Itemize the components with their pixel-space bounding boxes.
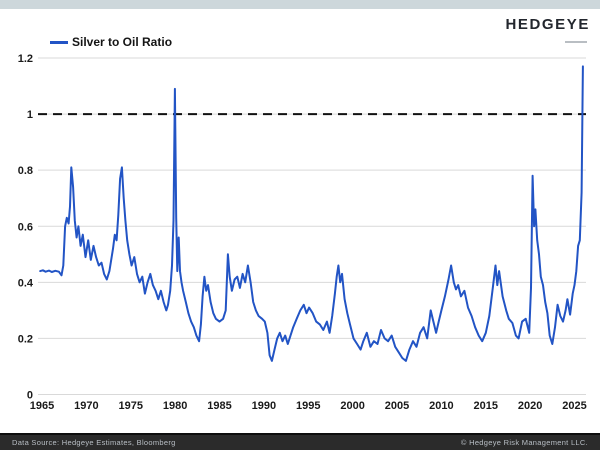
x-axis-tick-label: 2005 — [385, 400, 409, 412]
footer-bar: Data Source: Hedgeye Estimates, Bloomber… — [0, 433, 600, 450]
legend-series-label: Silver to Oil Ratio — [72, 35, 173, 49]
x-axis-tick-label: 1990 — [252, 400, 276, 412]
x-axis-tick-label: 2025 — [562, 400, 586, 412]
y-axis-tick-label: 1.2 — [18, 53, 33, 65]
footer-copyright: © Hedgeye Risk Management LLC. — [460, 438, 588, 447]
y-axis-tick-label: 1 — [27, 109, 33, 121]
x-axis-tick-label: 2010 — [429, 400, 453, 412]
silver-oil-ratio-chart: 0 0.2 0.4 0.6 0.8 1 1.2 1965 1970 1975 1980 1985 199… — [18, 53, 587, 412]
x-axis-tick-label: 2015 — [474, 400, 498, 412]
hedgeye-logo-underline — [565, 41, 587, 43]
x-axis-tick-label: 1965 — [30, 400, 54, 412]
legend-line-swatch — [50, 40, 68, 44]
x-axis-tick-label: 2020 — [518, 400, 542, 412]
y-axis-tick-label: 0.6 — [18, 221, 33, 233]
x-axis-tick-label: 1980 — [163, 400, 187, 412]
x-axis-tick-label: 1975 — [119, 400, 143, 412]
x-axis-tick-label: 1985 — [207, 400, 231, 412]
silver-to-oil-ratio-line — [39, 65, 584, 362]
y-axis-tick-label: 0.2 — [18, 333, 33, 345]
x-axis-tick-label: 1995 — [296, 400, 320, 412]
y-axis-tick-label: 0.4 — [18, 277, 34, 289]
y-axis-tick-label: 0.8 — [18, 165, 33, 177]
footer-data-source: Data Source: Hedgeye Estimates, Bloomber… — [12, 438, 176, 447]
y-axis-tick-label: 0 — [27, 390, 33, 402]
chart-legend: Silver to Oil Ratio — [50, 36, 172, 48]
hedgeye-logo: HEDGEYE — [505, 16, 590, 33]
top-accent-bar — [0, 0, 600, 9]
x-axis-tick-label: 2000 — [340, 400, 364, 412]
x-axis-tick-label: 1970 — [74, 400, 98, 412]
